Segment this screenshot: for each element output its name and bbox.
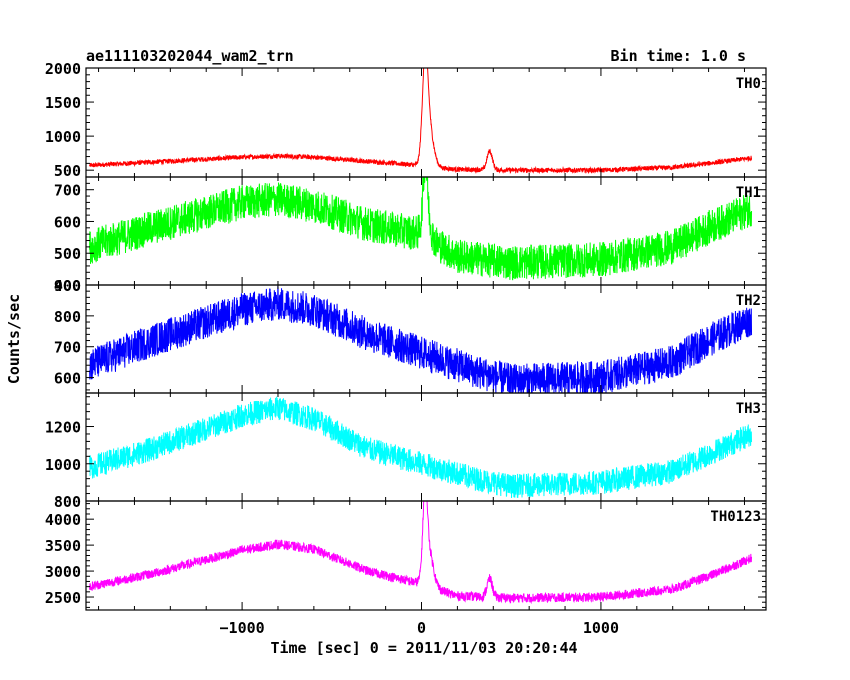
- panels-group: 500 1000 1500 2000 TH0 400 500 600 700 TH1 600 700 8…: [45, 60, 767, 611]
- panel-th0123: 2500 3000 3500 4000 TH0123: [45, 500, 767, 611]
- y-tick-label: 500: [54, 245, 81, 263]
- y-tick-label: 700: [54, 182, 81, 200]
- y-tick-label: 600: [54, 213, 81, 231]
- panel-th2: 600 700 800 900 TH2: [54, 277, 767, 394]
- y-tick-label: 400: [54, 277, 81, 295]
- y-tick-label: 800: [54, 308, 81, 326]
- panel-label-th2: TH2: [736, 293, 761, 309]
- panel-label-th0: TH0: [736, 76, 761, 92]
- panel-label-th0123: TH0123: [710, 509, 761, 525]
- series-line-th1: [89, 177, 753, 281]
- figure-title: ae111103202044_wam2_trn: [86, 47, 294, 65]
- y-tick-label: 2500: [45, 589, 81, 607]
- panel-label-th3: TH3: [736, 401, 761, 417]
- bin-time-label: Bin time: 1.0 s: [611, 47, 746, 65]
- panel-th3: 800 1000 1200 TH3: [45, 392, 767, 511]
- y-tick-label: 1000: [45, 456, 81, 474]
- y-tick-label: 3500: [45, 537, 81, 555]
- y-tick-label: 900: [54, 277, 81, 295]
- series-line-th0: [89, 68, 753, 175]
- panel-th0: 500 1000 1500 2000 TH0: [45, 60, 767, 180]
- x-tick-label: −1000: [220, 619, 265, 637]
- panel-frame: [85, 392, 767, 502]
- y-axis-label: Counts/sec: [5, 294, 23, 384]
- series-line-th0123: [89, 501, 753, 605]
- y-tick-label: 1000: [45, 128, 81, 146]
- x-tick-label: 0: [417, 619, 426, 637]
- x-axis-label: Time [sec] 0 = 2011/11/03 20:20:44: [270, 639, 577, 657]
- y-tick-label: 600: [54, 370, 81, 388]
- y-tick-label: 500: [54, 162, 81, 180]
- y-tick-label: 4000: [45, 511, 81, 529]
- series-line-th2: [89, 286, 753, 393]
- panel-th1: 400 500 600 700 TH1: [54, 176, 767, 295]
- y-tick-label: 1200: [45, 419, 81, 437]
- panel-label-th1: TH1: [736, 185, 761, 201]
- y-tick-label: 2000: [45, 60, 81, 78]
- panel-frame: [85, 176, 767, 286]
- y-tick-label: 700: [54, 339, 81, 357]
- panel-frame: [85, 500, 767, 611]
- x-tick-label: 1000: [583, 619, 619, 637]
- series-line-th3: [89, 396, 753, 499]
- y-tick-label: 1500: [45, 94, 81, 112]
- y-tick-label: 3000: [45, 563, 81, 581]
- x-axis: −1000 0 1000: [220, 619, 619, 637]
- y-tick-label: 800: [54, 493, 81, 511]
